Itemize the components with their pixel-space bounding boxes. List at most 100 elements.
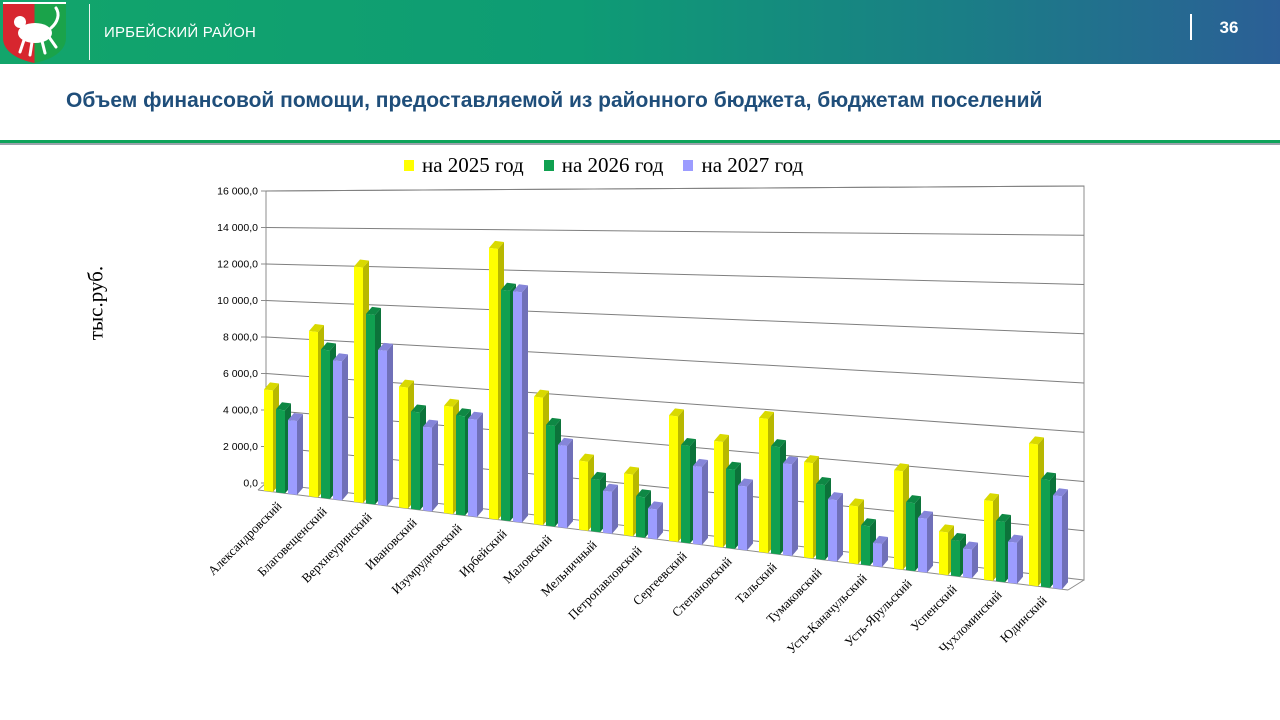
bar-top	[996, 513, 1011, 522]
bar-top	[636, 489, 651, 498]
y-tick-label: 2 000,0	[223, 441, 258, 453]
bar-2026	[366, 313, 375, 505]
bar-side	[882, 537, 888, 568]
bar-2025	[1029, 443, 1038, 587]
bar-2026	[861, 525, 870, 566]
bar-top	[918, 510, 933, 519]
legend-swatch-2026	[543, 159, 554, 171]
bar-top	[894, 463, 909, 472]
bar-top	[906, 495, 921, 504]
bar-2026	[816, 484, 825, 560]
title-underline-green	[0, 140, 1280, 143]
bar-top	[276, 402, 291, 411]
x-tick-label: Маловский	[500, 532, 555, 587]
bar-side	[1017, 535, 1023, 584]
bar-top	[288, 412, 303, 422]
bar-2025	[804, 462, 813, 559]
bar-2025	[579, 460, 588, 531]
bar-top	[579, 453, 594, 462]
bar-2025	[669, 415, 678, 542]
bar-top	[693, 458, 708, 468]
bar-2027	[333, 360, 342, 501]
bar-side	[657, 502, 663, 540]
bar-top	[804, 455, 819, 464]
bar-2027	[963, 548, 972, 579]
bar-top	[714, 433, 729, 442]
bar-top	[1041, 472, 1056, 481]
legend-swatch-2027	[683, 159, 694, 171]
bar-2025	[399, 386, 408, 509]
bar-top	[354, 259, 369, 268]
bar-2027	[513, 291, 522, 523]
bar-top	[456, 408, 471, 417]
bar-top	[873, 535, 888, 545]
gridline	[265, 263, 1085, 285]
bar-side	[567, 438, 573, 529]
bar-top	[513, 284, 528, 293]
bar-2025	[984, 500, 993, 581]
bar-2027	[378, 349, 387, 506]
bar-2026	[996, 520, 1005, 583]
bar-top	[984, 493, 999, 502]
slide-title: Объем финансовой помощи, предоставляемой…	[66, 89, 1043, 112]
bar-top	[1029, 436, 1044, 445]
bar-side	[477, 412, 483, 518]
bar-top	[738, 478, 753, 487]
page-number: 36	[1219, 18, 1239, 37]
bar-2026	[546, 424, 555, 527]
bar-2026	[951, 539, 960, 577]
x-tick-label: Тальский	[732, 559, 779, 606]
bar-top	[423, 419, 438, 428]
bar-2026	[771, 446, 780, 555]
x-tick-label: Ирбейский	[456, 526, 510, 580]
bar-2027	[1053, 495, 1062, 590]
bar-2025	[939, 531, 948, 576]
legend-swatch-2025	[404, 159, 414, 171]
bar-top	[591, 471, 606, 480]
bar-2027	[648, 508, 657, 540]
gridline	[265, 185, 1085, 192]
bar-top	[1053, 488, 1068, 497]
bar-top	[828, 492, 843, 501]
bar-2025	[534, 396, 543, 526]
legend-item-2026: на 2026 год	[543, 153, 663, 178]
legend-label-2027: на 2027 год	[701, 152, 804, 177]
y-tick-label: 10 000,0	[217, 295, 258, 307]
bar-2026	[906, 502, 915, 572]
bar-top	[603, 483, 618, 492]
bar-2025	[264, 389, 273, 492]
bar-side	[297, 414, 303, 495]
bar-2026	[276, 409, 285, 494]
bar-top	[759, 410, 774, 420]
gridline	[265, 300, 1085, 335]
bar-2026	[501, 289, 510, 522]
bar-2026	[1041, 479, 1050, 588]
bar-2026	[591, 478, 600, 533]
bar-top	[489, 240, 504, 249]
bar-2027	[558, 444, 567, 529]
bar-2025	[354, 266, 363, 503]
bar-top	[681, 437, 696, 447]
bar-top	[951, 532, 966, 542]
bar-top	[309, 324, 324, 333]
bar-2027	[738, 485, 747, 551]
bar-2025	[714, 440, 723, 548]
bar-top	[411, 404, 426, 413]
bar-2027	[423, 426, 432, 512]
bar-2027	[603, 490, 612, 534]
y-tick-label: 14 000,0	[217, 222, 258, 234]
bar-side	[612, 484, 618, 534]
title-underline-gray	[0, 143, 1280, 145]
bar-2027	[693, 465, 702, 545]
legend-label-2025: на 2025 год	[422, 152, 524, 177]
page-number-divider	[1190, 14, 1192, 40]
bar-2027	[288, 419, 297, 495]
district-name: ИРБЕЙСКИЙ РАЙОН	[104, 24, 257, 41]
bar-2026	[411, 411, 420, 510]
legend-item-2025: на 2025 год	[404, 153, 524, 178]
bar-top	[939, 524, 954, 533]
bar-top	[861, 518, 876, 527]
bar-2027	[468, 418, 477, 518]
bar-top	[558, 437, 573, 446]
bar-side	[1062, 489, 1068, 590]
